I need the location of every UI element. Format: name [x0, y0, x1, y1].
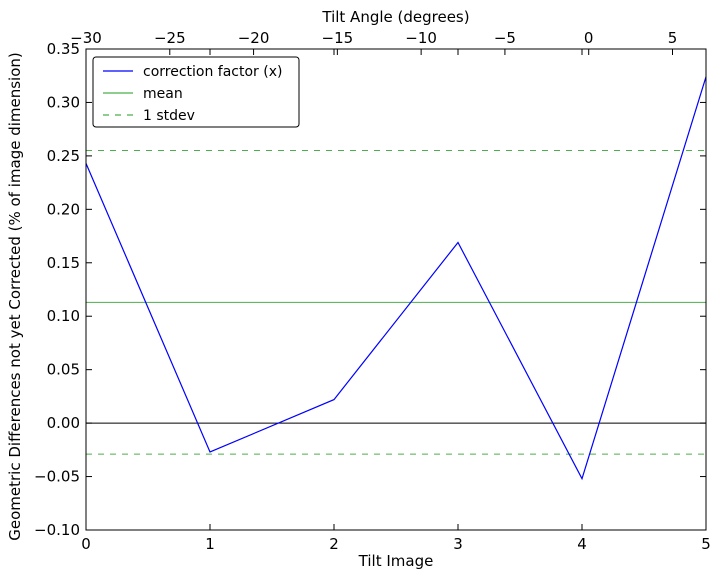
- top-tick-label-2: −20: [238, 29, 270, 47]
- y-tick-label-8: 0.30: [47, 93, 80, 111]
- plot-frame: [85, 48, 707, 531]
- top-tick-label-3: −15: [322, 29, 354, 47]
- legend-label-correction-factor: correction factor (x): [143, 64, 282, 80]
- y-tick-label-4: 0.10: [47, 307, 80, 325]
- top-tick-label-1: −25: [154, 29, 186, 47]
- top-tick-label-7: 5: [668, 29, 678, 47]
- y-tick-label-3: 0.05: [47, 361, 80, 379]
- series-line-0: [85, 76, 707, 481]
- y-axis-title: Geometric Differences not yet Corrected …: [6, 52, 24, 541]
- x-tick-label-3: 3: [453, 535, 463, 553]
- x-tick-label-5: 5: [701, 535, 711, 553]
- y-tick-label-2: 0.00: [47, 414, 80, 432]
- legend: correction factor (x) mean 1 stdev: [92, 56, 300, 128]
- y-tick-label-9: 0.35: [47, 40, 80, 58]
- x-tick-label-2: 2: [329, 535, 339, 553]
- y-tick-label-6: 0.20: [47, 200, 80, 218]
- top-tick-label-4: −10: [405, 29, 437, 47]
- top-tick-label-0: −30: [70, 29, 102, 47]
- axis-ticks: 0 1 2 3 4 5 −0.10 −0.05 0.00 0.05 0.10 0.15 0.20 0.25…: [34, 29, 711, 553]
- y-tick-label-0: −0.10: [34, 521, 80, 539]
- legend-label-mean: mean: [143, 86, 183, 102]
- x-tick-label-1: 1: [205, 535, 215, 553]
- top-axis-title: Tilt Angle (degrees): [321, 8, 469, 26]
- legend-box: [92, 56, 300, 128]
- y-tick-label-7: 0.25: [47, 147, 80, 165]
- x-axis-title: Tilt Image: [358, 552, 434, 570]
- y-tick-label-5: 0.15: [47, 254, 80, 272]
- legend-label-stdev: 1 stdev: [143, 108, 195, 124]
- plot-area: [85, 76, 707, 481]
- top-tick-label-5: −5: [494, 29, 516, 47]
- x-tick-label-4: 4: [577, 535, 587, 553]
- x-tick-label-0: 0: [81, 535, 91, 553]
- top-tick-label-6: 0: [584, 29, 594, 47]
- y-tick-label-1: −0.05: [34, 468, 80, 486]
